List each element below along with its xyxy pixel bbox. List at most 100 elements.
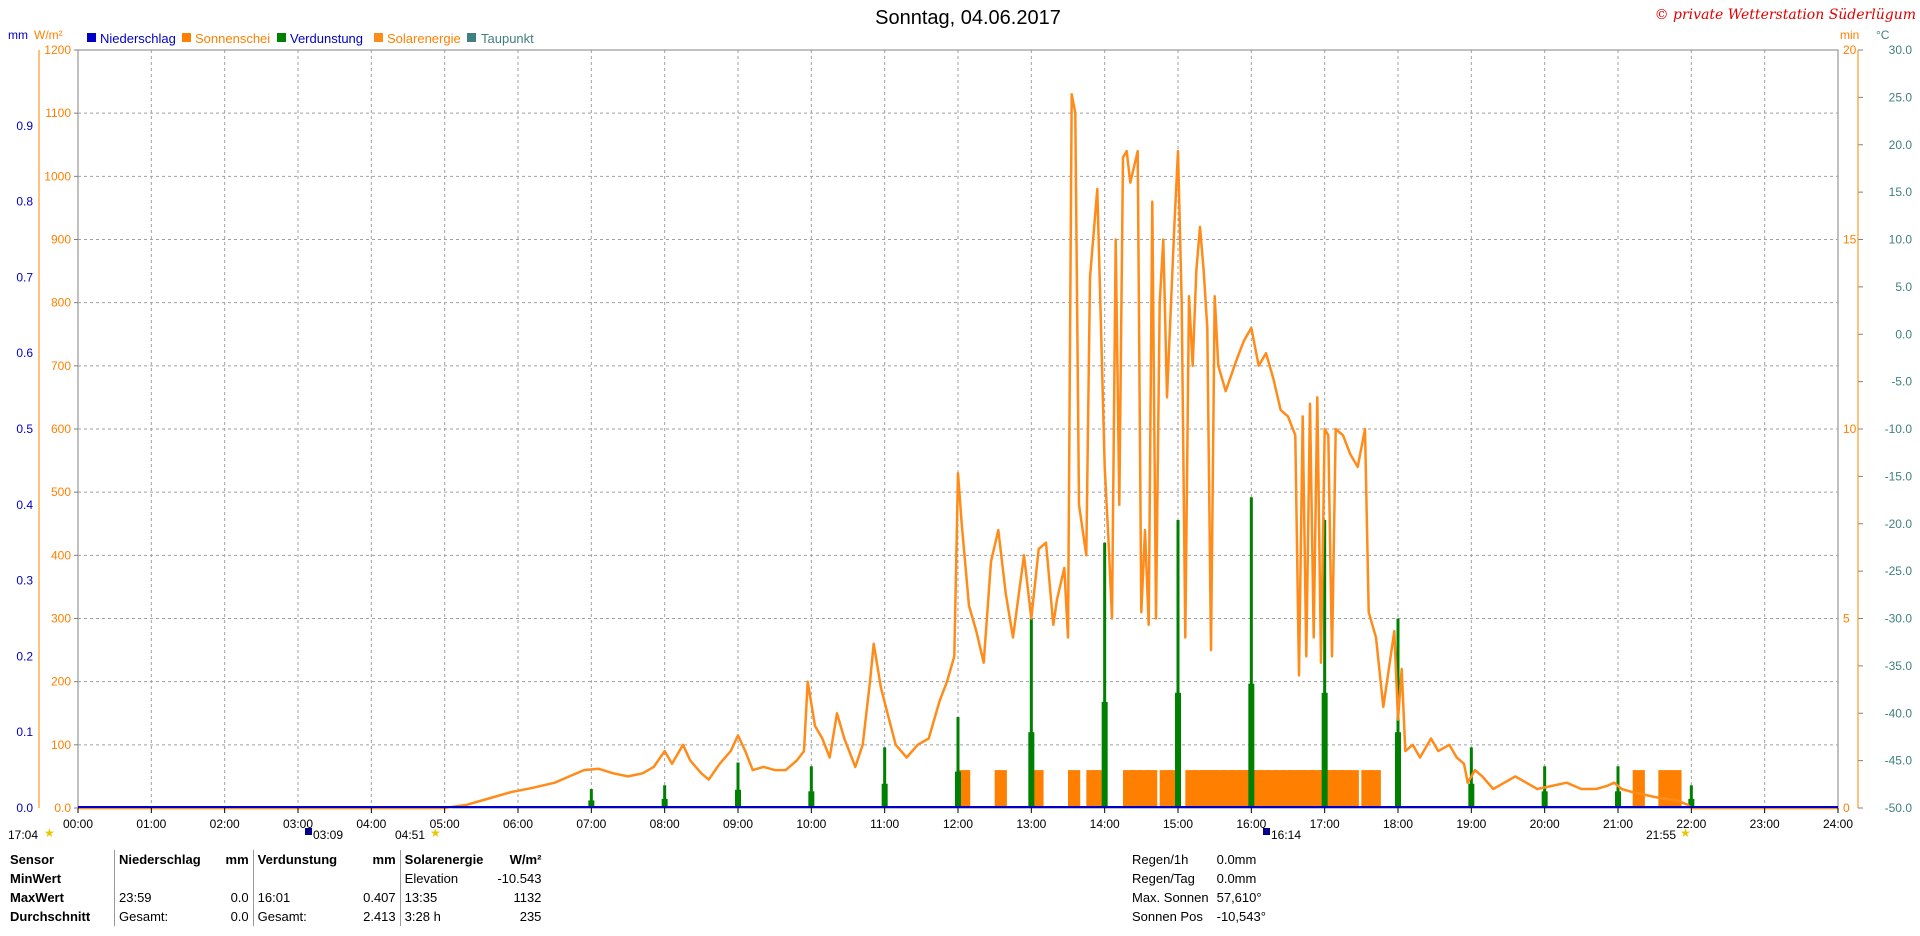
- y-tick-label-wm2: 700: [51, 359, 71, 373]
- y-tick-label-mm: 0.3: [16, 574, 33, 588]
- evaporation-bar-base: [1688, 798, 1695, 808]
- stats-header-mm2: mm: [372, 852, 396, 867]
- regen-label: Sonnen Pos: [1132, 909, 1203, 924]
- stats-header-solar: Solarenergie: [399, 850, 488, 869]
- evaporation-bar-base: [1101, 701, 1108, 808]
- evaporation-bar-base: [1175, 692, 1181, 808]
- sunshine-bars: [958, 770, 1682, 808]
- evaporation-bar-base: [955, 771, 961, 808]
- y-tick-label-wm2: 1200: [44, 43, 71, 57]
- stats-row: MinWert Elevation -10.543: [6, 869, 545, 888]
- sunshine-bar: [1346, 770, 1359, 808]
- sunrise-star-icon: ★: [430, 826, 441, 840]
- y-tick-label-celsius: -50.0: [1885, 801, 1913, 815]
- legend-label-verdunstung: Verdunstung: [290, 31, 363, 46]
- sunshine-bar: [958, 770, 971, 808]
- x-tick-label: 19:00: [1456, 817, 1486, 831]
- x-tick-label: 00:00: [63, 817, 93, 831]
- stats-header-sensor: Sensor: [10, 852, 55, 867]
- y-tick-label-wm2: 600: [51, 422, 71, 436]
- sunrise-marker-label: 03:09: [313, 828, 343, 842]
- y-tick-label-celsius: -35.0: [1885, 659, 1913, 673]
- y-tick-label-wm2: 200: [51, 675, 71, 689]
- x-tick-label: 20:00: [1530, 817, 1560, 831]
- x-tick-label: 06:00: [503, 817, 533, 831]
- stats-cell: [252, 869, 342, 888]
- x-tick-label: 18:00: [1383, 817, 1413, 831]
- x-tick-labels: 00:00 01:00 02:00 03:00 04:00 05:00 06:00 07:00…: [63, 808, 1853, 831]
- x-tick-label: 04:00: [356, 817, 386, 831]
- sunset-star-icon: ★: [1680, 826, 1691, 840]
- evaporation-bar: [589, 789, 593, 808]
- moonset-marker-label: 16:14: [1271, 828, 1301, 842]
- sunset-time-label: 21:55: [1646, 828, 1676, 842]
- y-tick-label-mm: 0.1: [16, 725, 33, 739]
- axis-header-celsius: °C: [1876, 28, 1890, 42]
- stats-cell: 23:59: [113, 888, 205, 907]
- x-tick-label: 15:00: [1163, 817, 1193, 831]
- sunshine-bar: [1145, 770, 1158, 808]
- stats-cell: 2.413: [363, 909, 396, 924]
- stats-cell: 13:35: [399, 888, 488, 907]
- regen-value: 0.0mm: [1216, 852, 1257, 867]
- y-tick-label-celsius: 20.0: [1889, 138, 1913, 152]
- moonrise-star-icon: ★: [44, 826, 55, 840]
- grid-lines: [78, 50, 1838, 808]
- stats-cell: Gesamt:: [252, 907, 342, 926]
- y-tick-label-mm: 0.7: [16, 270, 33, 284]
- legend-swatch-niederschlag: [87, 33, 96, 42]
- regen-value: -10,543°: [1216, 909, 1266, 924]
- regen-value: 0.0mm: [1216, 871, 1257, 886]
- y-tick-label-celsius: 15.0: [1889, 185, 1913, 199]
- y-tick-labels-min: 0 5 10 15 20: [1843, 43, 1857, 815]
- y-tick-label-mm: 0.4: [16, 498, 33, 512]
- y-tick-label-mm: 0.6: [16, 346, 33, 360]
- astro-markers: 17:04 ★ 03:09 04:51 ★ 16:14 21:55 ★: [8, 826, 1691, 842]
- y-tick-label-mm: 0.8: [16, 195, 33, 209]
- stats-cell: 0.0: [230, 909, 249, 924]
- legend-swatch-taupunkt: [467, 33, 476, 42]
- evaporation-bar: [883, 747, 887, 808]
- x-tick-label: 14:00: [1090, 817, 1120, 831]
- y-tick-label-celsius: 0.0: [1895, 327, 1912, 341]
- legend-label-taupunkt: Taupunkt: [481, 31, 534, 46]
- stats-header-row: Sensor Niederschlag mm Verdunstung mm So…: [6, 850, 545, 869]
- evaporation-bar-base: [661, 798, 668, 808]
- evaporation-bar-base: [808, 791, 815, 808]
- x-tick-label: 09:00: [723, 817, 753, 831]
- y-tick-label-wm2: 0.0: [54, 801, 71, 815]
- stats-row-label: MinWert: [10, 871, 62, 886]
- moonrise-time-label: 17:04: [8, 828, 38, 842]
- sunshine-bar: [994, 770, 1007, 808]
- x-tick-label: 12:00: [943, 817, 973, 831]
- x-tick-label: 11:00: [870, 817, 899, 831]
- y-tick-label-wm2: 300: [51, 612, 71, 626]
- regen-label: Regen/1h: [1132, 852, 1189, 867]
- regen-row: Regen/Tag 0.0mm: [1128, 869, 1270, 888]
- evaporation-bar: [809, 766, 813, 808]
- x-tick-label: 10:00: [796, 817, 826, 831]
- y-tick-labels-wm2: 0.0 100 200 300 400 500 600 700 800 900 1000 1100 12…: [44, 43, 78, 815]
- regen-stats: Regen/1h 0.0mm Regen/Tag 0.0mm Max. Sonnen…: [1128, 850, 1270, 926]
- evaporation-bar-base: [1541, 791, 1548, 808]
- legend-label-niederschlag: Niederschlag: [100, 31, 176, 46]
- stats-cell: [205, 869, 254, 888]
- x-tick-label: 03:00: [283, 817, 313, 831]
- regen-row: Max. Sonnen 57,610°: [1128, 888, 1270, 907]
- evaporation-bar: [1103, 542, 1107, 808]
- stats-cell: [113, 869, 205, 888]
- evaporation-bar: [663, 785, 667, 808]
- stats-cell: 16:01: [252, 888, 342, 907]
- y-tick-label-celsius: -25.0: [1885, 564, 1913, 578]
- stats-header-niederschlag: Niederschlag: [113, 850, 205, 869]
- regen-label: Regen/Tag: [1132, 871, 1195, 886]
- stats-cell: 235: [519, 909, 542, 924]
- y-tick-label-celsius: -20.0: [1885, 517, 1913, 531]
- evaporation-bar: [1689, 785, 1693, 808]
- copyright-text: © private Wetterstation Süderlügum: [1655, 7, 1916, 23]
- sunshine-bar: [1031, 770, 1044, 808]
- y-tick-label-wm2: 1000: [44, 169, 71, 183]
- evaporation-bar: [1323, 519, 1327, 808]
- evaporation-bar-base: [1248, 683, 1255, 808]
- x-tick-label: 17:00: [1310, 817, 1340, 831]
